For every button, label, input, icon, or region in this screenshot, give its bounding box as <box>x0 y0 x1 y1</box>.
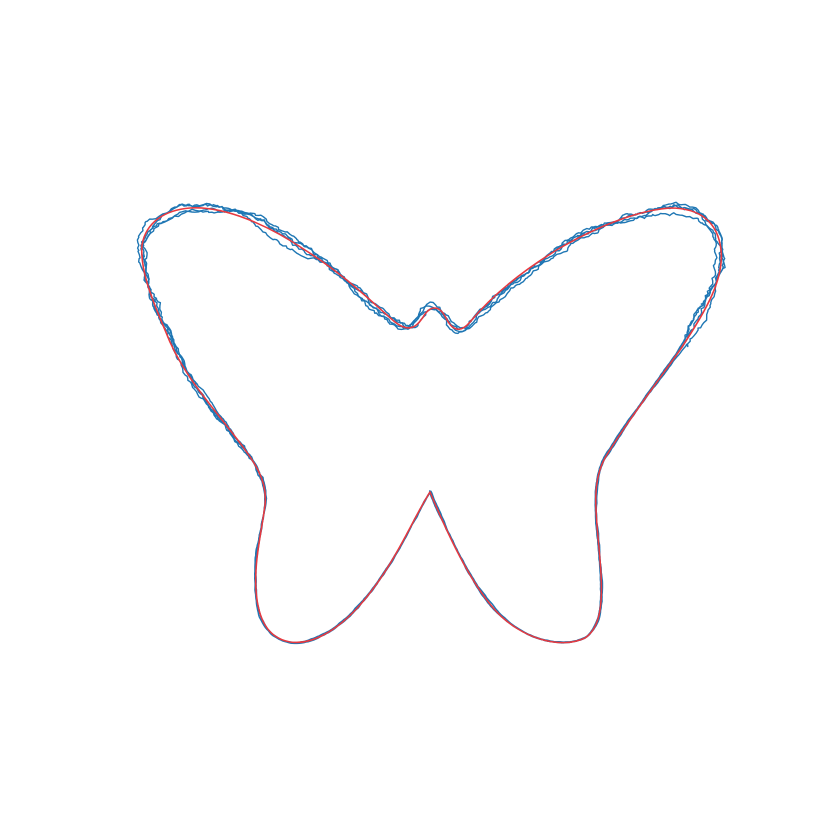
reference-outline <box>140 207 723 644</box>
